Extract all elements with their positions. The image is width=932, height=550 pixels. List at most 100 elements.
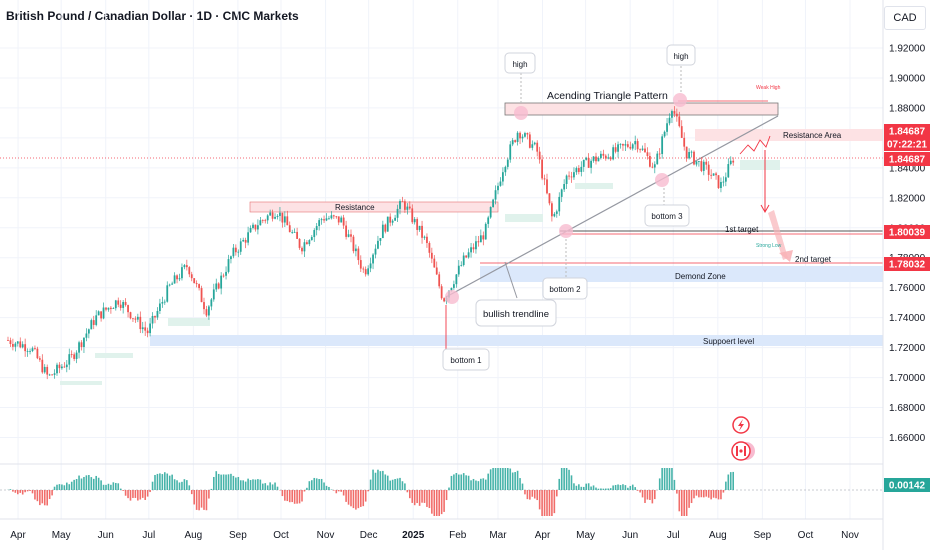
candle-body <box>600 153 602 159</box>
projection-arrow2 <box>768 210 788 260</box>
price-tick-label: 1.88000 <box>889 103 926 114</box>
flag-coin-icon[interactable] <box>731 441 755 461</box>
price-tick-label: 1.84000 <box>889 163 926 174</box>
price-tick-label: 1.68000 <box>889 403 926 414</box>
candle-body <box>379 238 382 241</box>
candle-body <box>386 216 389 232</box>
candle-body <box>227 259 230 272</box>
price-label-text: 1.84687 <box>889 127 926 138</box>
oscillator-bar <box>80 478 83 490</box>
callout-bottom3: bottom 3 <box>644 204 690 227</box>
candle-body <box>97 311 100 316</box>
lightning-icon[interactable] <box>732 416 750 434</box>
oscillator-bar <box>269 482 271 490</box>
oscillator-bar <box>438 490 440 516</box>
oscillator-bar <box>725 481 727 490</box>
oscillator-bar <box>631 484 634 490</box>
oscillator-bar <box>487 473 489 490</box>
oscillator-bar <box>164 472 166 490</box>
grid-lines <box>0 0 883 519</box>
time-tick-label: 2025 <box>402 530 425 541</box>
oscillator-bar <box>144 490 146 500</box>
candle-body <box>543 178 546 180</box>
candle-body <box>558 196 561 212</box>
candle-body <box>524 133 526 137</box>
candle-body <box>367 268 370 275</box>
oscillator-bar <box>171 474 173 490</box>
oscillator-bar <box>448 487 450 490</box>
time-tick-label: Aug <box>709 530 727 541</box>
oscillator-bar <box>119 488 122 490</box>
candle-body <box>399 201 401 209</box>
oscillator-bar <box>313 477 316 490</box>
currency-button[interactable]: CAD <box>884 6 926 30</box>
candle-body <box>636 141 639 150</box>
oscillator-bar <box>658 478 661 490</box>
oscillator-bar <box>455 473 458 490</box>
oscillator-bar <box>732 471 734 490</box>
oscillator-bar <box>507 468 509 490</box>
candle-body <box>475 241 477 250</box>
candle-body <box>217 283 220 289</box>
time-tick-label: Oct <box>798 530 814 541</box>
candle-body <box>374 248 377 255</box>
candle-body <box>350 234 352 237</box>
oscillator-bar <box>34 490 36 500</box>
oscillator-bar <box>117 483 120 490</box>
candle-body <box>281 212 284 223</box>
candle-body <box>114 300 117 309</box>
candle-body <box>352 236 355 252</box>
candle-body <box>237 251 240 253</box>
oscillator-bar <box>100 480 102 490</box>
oscillator-bar <box>705 490 708 497</box>
oscillator-bar <box>193 490 195 505</box>
candle-body <box>190 274 193 279</box>
price-label-box <box>884 225 930 239</box>
candle-body <box>680 126 683 138</box>
oscillator-bar <box>558 478 561 490</box>
candle-body <box>553 213 556 217</box>
candle-body <box>149 323 151 334</box>
oscillator-bar <box>396 478 399 490</box>
price-tick-label: 1.82000 <box>889 193 926 204</box>
oscillator-bar <box>602 488 605 490</box>
oscillator-bar <box>391 479 394 490</box>
candle-body <box>675 113 678 117</box>
oscillator-bar <box>707 490 710 498</box>
candle-body <box>269 212 272 216</box>
oscillator-bar <box>276 486 279 490</box>
candle-body <box>560 189 563 197</box>
oscillator-bar <box>26 490 29 492</box>
oscillator-bar <box>497 468 499 490</box>
oscillator-bar <box>460 474 463 490</box>
oscillator-bar <box>440 490 443 515</box>
candle-body <box>308 240 311 245</box>
candle-body <box>73 354 76 359</box>
candle-body <box>259 220 262 226</box>
candle-body <box>29 351 31 352</box>
oscillator-bar <box>676 490 678 494</box>
oscillator-bar <box>178 482 181 490</box>
candle-body <box>328 218 330 220</box>
candle-body <box>83 337 85 348</box>
candle-body <box>102 307 105 319</box>
oscillator-bar <box>333 490 335 491</box>
oscillator-bar <box>46 490 48 506</box>
candle-body <box>357 248 360 261</box>
candle-body <box>587 157 590 168</box>
candle-body <box>176 275 178 280</box>
candle-body <box>663 131 666 137</box>
triangle-top-box <box>504 102 779 116</box>
target1-label: 1st target <box>725 225 759 234</box>
oscillator-bar <box>477 481 480 490</box>
candle-body <box>48 374 51 376</box>
candle-body <box>506 159 509 167</box>
candle-body <box>230 256 232 260</box>
candle-body <box>707 164 710 175</box>
candle-body <box>453 284 455 288</box>
oscillator-bar <box>590 486 592 490</box>
oscillator-bar <box>181 481 183 490</box>
oscillator-bar <box>533 490 536 499</box>
oscillator-bar <box>384 474 387 490</box>
